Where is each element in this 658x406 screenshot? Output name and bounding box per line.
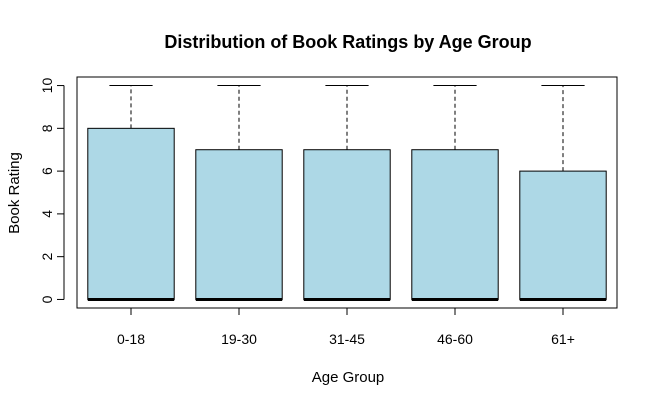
y-axis-label: Book Rating xyxy=(6,152,23,234)
x-axis-label: Age Group xyxy=(312,369,385,386)
box-0-18 xyxy=(87,85,175,301)
iqr-box xyxy=(195,149,283,300)
box-19-30 xyxy=(195,85,283,301)
x-tick-label: 46-60 xyxy=(437,331,473,347)
x-tick-label: 19-30 xyxy=(221,331,257,347)
y-tick-label: 10 xyxy=(39,78,55,94)
x-tick-label: 0-18 xyxy=(117,331,145,347)
y-axis: 0 2 4 6 8 10 xyxy=(39,78,65,303)
y-tick-label: 6 xyxy=(39,167,55,175)
iqr-box xyxy=(303,149,391,300)
x-axis: 0-18 19-30 31-45 46-60 61+ xyxy=(117,307,575,347)
x-tick-label: 31-45 xyxy=(329,331,365,347)
box-31-45 xyxy=(303,85,391,301)
y-tick-label: 4 xyxy=(39,210,55,218)
iqr-box xyxy=(519,170,607,300)
chart-title: Distribution of Book Ratings by Age Grou… xyxy=(164,32,531,52)
y-tick-label: 0 xyxy=(39,295,55,303)
iqr-box xyxy=(411,149,499,300)
y-tick-label: 2 xyxy=(39,253,55,261)
box-46-60 xyxy=(411,85,499,301)
box-61+ xyxy=(519,85,607,301)
x-tick-label: 61+ xyxy=(551,331,575,347)
box-group xyxy=(87,85,607,301)
y-tick-label: 8 xyxy=(39,124,55,132)
iqr-box xyxy=(87,127,175,300)
